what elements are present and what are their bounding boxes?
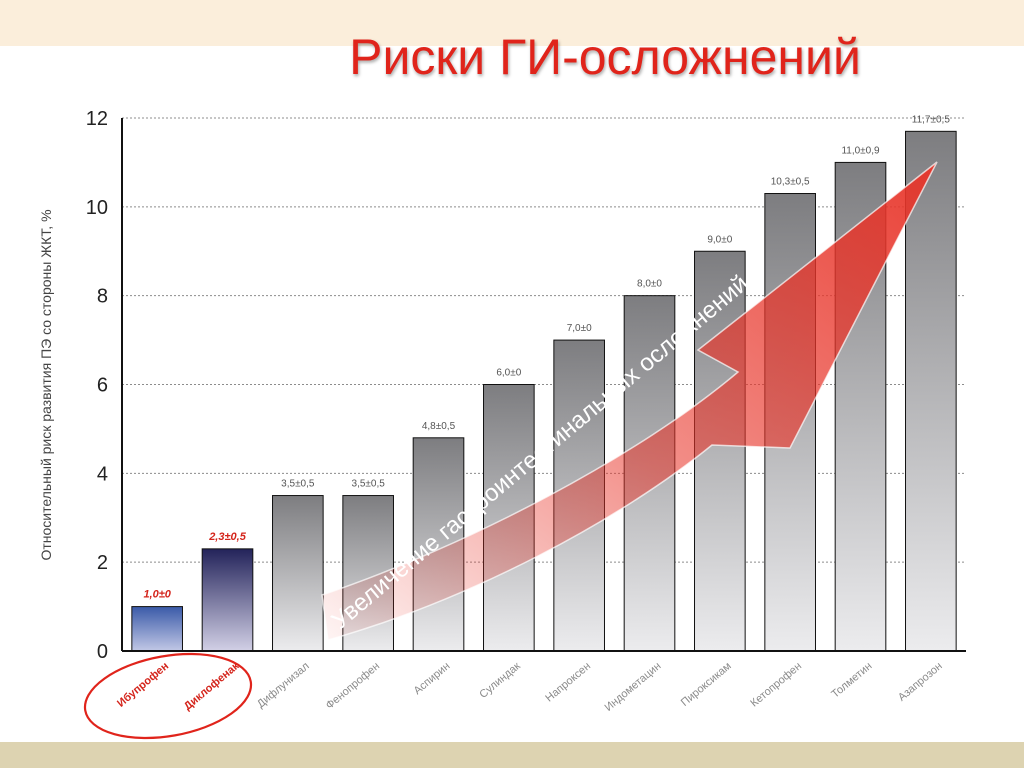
data-label: 1,0±0 [143, 589, 171, 601]
y-axis-ticks: 0 2 4 6 8 10 12 [86, 108, 108, 663]
category-label: Напроксен [543, 660, 593, 704]
gridlines [122, 117, 966, 563]
category-label: Индометацин [603, 660, 664, 714]
y-tick-label: 8 [97, 286, 108, 308]
data-label: 7,0±0 [567, 323, 592, 334]
category-label: Фенопрофен [324, 660, 382, 712]
data-label: 11,7±0,5 [912, 114, 951, 125]
data-label: 9,0±0 [707, 234, 732, 245]
data-label: 11,0±0,9 [841, 145, 880, 156]
y-tick-label: 12 [86, 108, 108, 130]
category-label: Толметин [829, 660, 874, 701]
category-label: Диклофенак [182, 660, 242, 713]
data-label: 3,5±0,5 [352, 479, 386, 490]
y-tick-label: 4 [97, 463, 108, 485]
y-tick-label: 0 [97, 641, 108, 663]
y-tick-label: 2 [97, 552, 108, 574]
y-axis-label: Относительный риск развития ПЭ со сторон… [38, 209, 54, 560]
arrow-shape [321, 161, 938, 641]
data-label: 3,5±0,5 [281, 479, 315, 490]
data-labels: 1,0±0 2,3±0,5 3,5±0,5 3,5±0,5 4,8±0,5 6,0±0 7,… [143, 114, 950, 600]
category-label: Пироксикам [679, 660, 734, 709]
category-label: Сулиндак [477, 660, 523, 701]
data-label: 8,0±0 [637, 279, 662, 290]
slide-title: Риски ГИ-осложнений [349, 29, 861, 85]
axes [121, 118, 966, 652]
category-label: Дифлунизал [255, 660, 312, 710]
bar [905, 130, 957, 652]
highlight-circle [83, 652, 253, 740]
bar [272, 495, 324, 652]
top-band [0, 0, 1024, 46]
bars [131, 130, 957, 652]
data-label: 4,8±0,5 [422, 421, 456, 432]
category-label: Азапрозон [896, 660, 945, 704]
bottom-band [0, 742, 1024, 768]
data-label: 6,0±0 [496, 368, 521, 379]
category-label: Кетопрофен [748, 660, 804, 709]
data-label: 2,3±0,5 [208, 531, 247, 543]
y-tick-label: 6 [97, 375, 108, 397]
data-label: 10,3±0,5 [771, 177, 810, 188]
category-label: Аспирин [412, 660, 453, 697]
bar [201, 548, 254, 652]
bar [131, 606, 183, 652]
y-tick-label: 10 [86, 197, 108, 219]
